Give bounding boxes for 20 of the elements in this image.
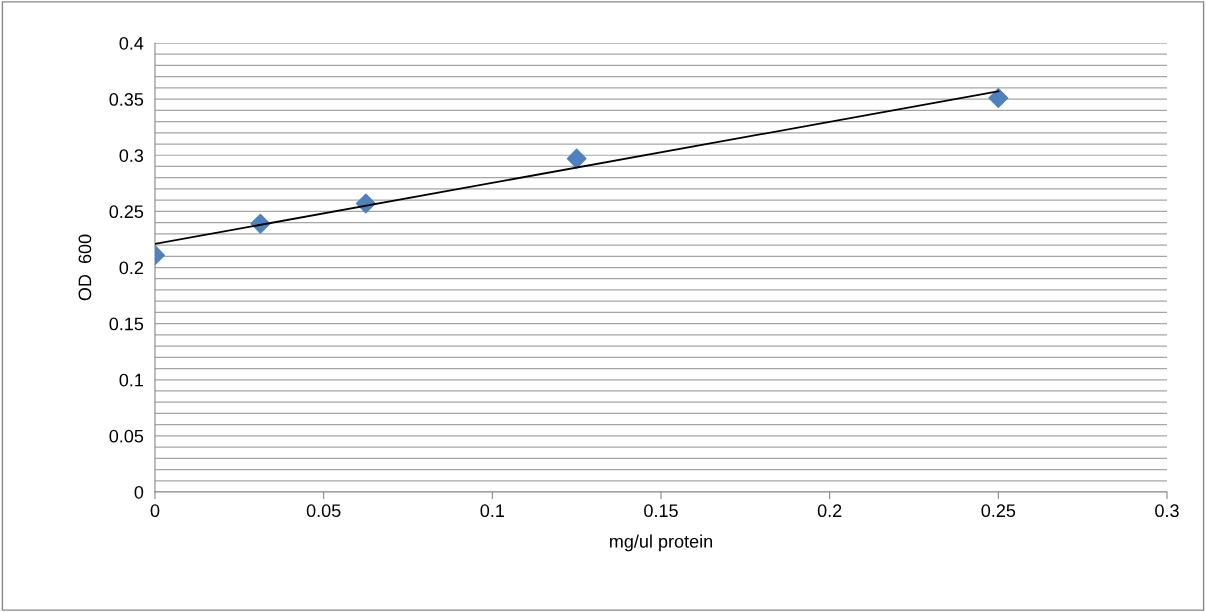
point: [988, 87, 1009, 109]
y-tick-label: 0.15: [109, 317, 144, 331]
y-axis-title: OD 600: [78, 234, 92, 301]
y-tick-label: 0.05: [109, 429, 144, 443]
y-tick-label: 0.3: [119, 149, 144, 162]
x-tick-label: 0.25: [981, 504, 1016, 518]
x-tick-label: 0.2: [817, 504, 842, 518]
x-tick-label: 0.05: [306, 504, 341, 518]
y-tick-label: 0.2: [119, 261, 143, 275]
point: [566, 148, 587, 169]
y-tick-label: 0.35: [109, 93, 144, 106]
x-tick-label: 0.1: [480, 504, 504, 518]
x-tick-label: 0: [150, 504, 160, 518]
y-tick-label: 0.1: [119, 373, 144, 387]
x-tick-label: 0.3: [1155, 504, 1179, 518]
x-tick-label: 0.15: [644, 504, 678, 518]
y-tick-label: 0.25: [109, 205, 144, 219]
y-tick-label: 0: [134, 485, 144, 499]
y-tick-label: 0.4: [119, 36, 144, 50]
x-axis-title: mg/ul protein: [610, 534, 713, 552]
